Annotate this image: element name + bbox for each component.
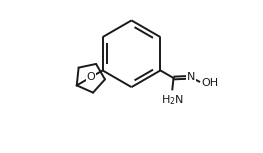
Text: N: N <box>187 72 195 82</box>
Text: H$_2$N: H$_2$N <box>161 93 184 107</box>
Text: OH: OH <box>202 78 219 88</box>
Text: O: O <box>87 72 95 82</box>
